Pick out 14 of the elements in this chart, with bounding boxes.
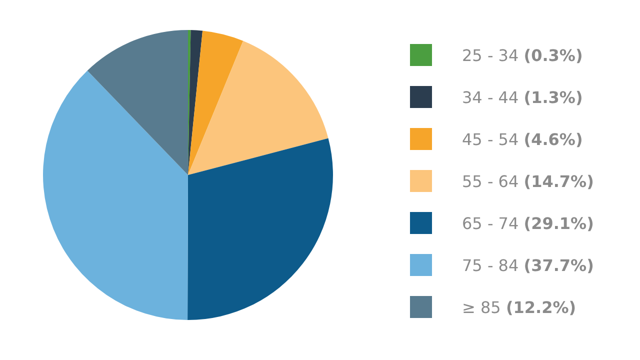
data-label: (1.3%) — [524, 88, 583, 106]
legend-label: 65 - 74 — [462, 214, 519, 232]
data-label: (12.2%) — [506, 298, 576, 316]
legend-label: 55 - 64 — [462, 172, 519, 190]
data-label: (14.7%) — [524, 172, 594, 190]
data-label: (0.3%) — [524, 46, 583, 64]
legend-label: ≥ 85 — [462, 298, 501, 316]
data-label: (37.7%) — [524, 256, 594, 274]
legend-label: 45 - 54 — [462, 130, 519, 148]
data-label: (29.1%) — [524, 214, 594, 232]
legend-label: 75 - 84 — [462, 256, 519, 274]
legend-label: 25 - 34 — [462, 46, 519, 64]
data-label: (4.6%) — [524, 130, 583, 148]
legend-label: 34 - 44 — [462, 88, 519, 106]
